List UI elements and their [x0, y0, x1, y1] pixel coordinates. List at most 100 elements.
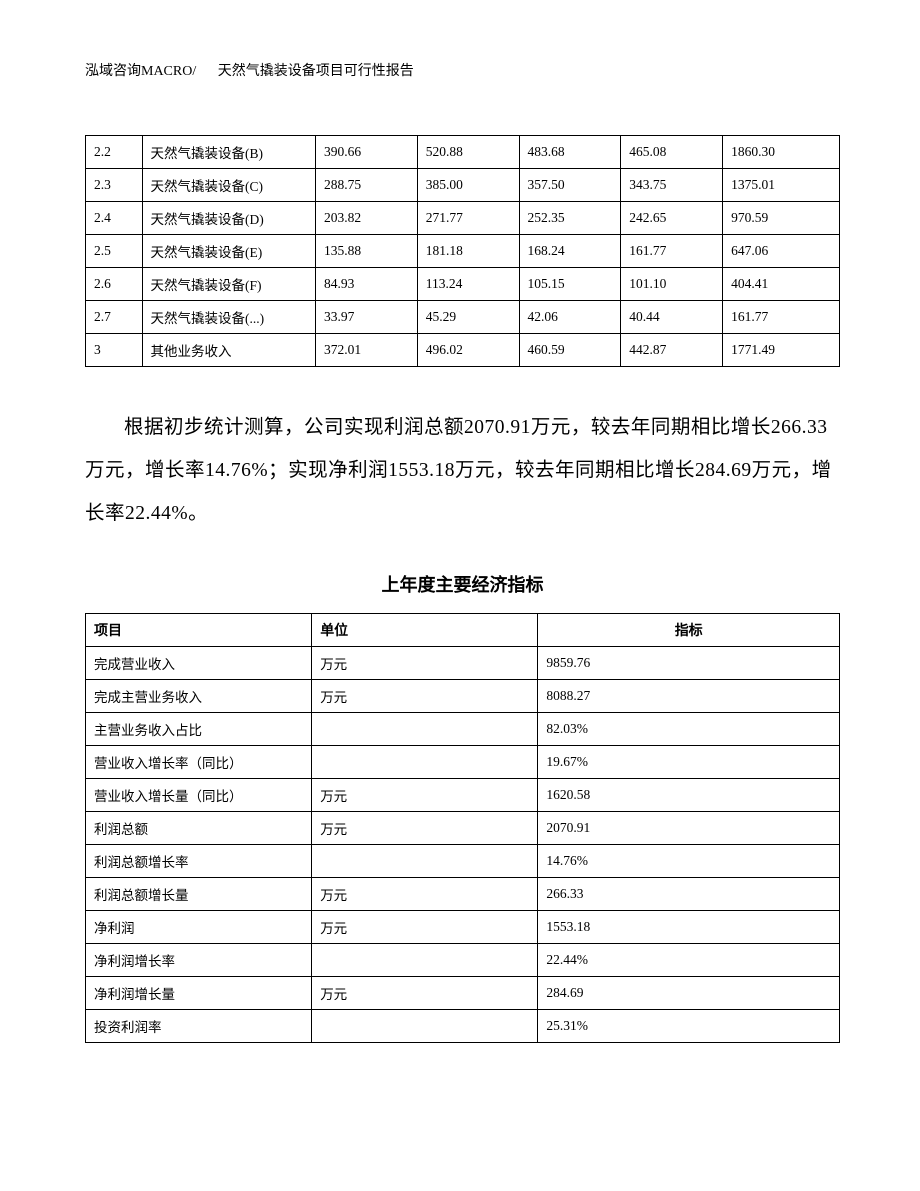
cell-value: 647.06: [723, 235, 840, 268]
cell-value: 19.67%: [538, 745, 840, 778]
col-header-item: 项目: [86, 613, 312, 646]
cell-unit: [312, 1009, 538, 1042]
cell-value: 8088.27: [538, 679, 840, 712]
cell-unit: [312, 943, 538, 976]
cell-unit: 万元: [312, 679, 538, 712]
cell-value: 460.59: [519, 334, 621, 367]
cell-value: 82.03%: [538, 712, 840, 745]
col-header-unit: 单位: [312, 613, 538, 646]
cell-item: 主营业务收入占比: [86, 712, 312, 745]
table-row: 利润总额 万元 2070.91: [86, 811, 840, 844]
table-row: 3 其他业务收入 372.01 496.02 460.59 442.87 177…: [86, 334, 840, 367]
cell-value: 113.24: [417, 268, 519, 301]
cell-item: 利润总额增长量: [86, 877, 312, 910]
cell-item: 天然气撬装设备(B): [142, 136, 315, 169]
table-row: 利润总额增长率 14.76%: [86, 844, 840, 877]
economic-indicators-table: 项目 单位 指标 完成营业收入 万元 9859.76 完成主营业务收入 万元 8…: [85, 613, 840, 1043]
cell-unit: [312, 745, 538, 778]
cell-value: 9859.76: [538, 646, 840, 679]
equipment-revenue-table: 2.2 天然气撬装设备(B) 390.66 520.88 483.68 465.…: [85, 135, 840, 367]
cell-index: 3: [86, 334, 143, 367]
cell-value: 22.44%: [538, 943, 840, 976]
cell-index: 2.4: [86, 202, 143, 235]
cell-unit: 万元: [312, 910, 538, 943]
cell-unit: 万元: [312, 646, 538, 679]
cell-value: 483.68: [519, 136, 621, 169]
table2-body: 完成营业收入 万元 9859.76 完成主营业务收入 万元 8088.27 主营…: [86, 646, 840, 1042]
table-row: 投资利润率 25.31%: [86, 1009, 840, 1042]
cell-item: 净利润增长率: [86, 943, 312, 976]
table-row: 主营业务收入占比 82.03%: [86, 712, 840, 745]
cell-unit: [312, 712, 538, 745]
cell-value: 271.77: [417, 202, 519, 235]
cell-item: 营业收入增长率（同比）: [86, 745, 312, 778]
cell-index: 2.2: [86, 136, 143, 169]
cell-index: 2.5: [86, 235, 143, 268]
cell-value: 1375.01: [723, 169, 840, 202]
cell-index: 2.3: [86, 169, 143, 202]
summary-paragraph: 根据初步统计测算，公司实现利润总额2070.91万元，较去年同期相比增长266.…: [85, 407, 840, 536]
cell-value: 168.24: [519, 235, 621, 268]
cell-value: 161.77: [723, 301, 840, 334]
cell-item: 天然气撬装设备(C): [142, 169, 315, 202]
table-row: 2.5 天然气撬装设备(E) 135.88 181.18 168.24 161.…: [86, 235, 840, 268]
cell-value: 2070.91: [538, 811, 840, 844]
cell-unit: 万元: [312, 811, 538, 844]
cell-unit: 万元: [312, 976, 538, 1009]
cell-value: 42.06: [519, 301, 621, 334]
cell-value: 372.01: [315, 334, 417, 367]
cell-value: 84.93: [315, 268, 417, 301]
cell-item: 天然气撬装设备(F): [142, 268, 315, 301]
table-row: 2.6 天然气撬装设备(F) 84.93 113.24 105.15 101.1…: [86, 268, 840, 301]
cell-value: 45.29: [417, 301, 519, 334]
cell-value: 357.50: [519, 169, 621, 202]
page-header: 泓域咨询MACRO/ 天然气撬装设备项目可行性报告: [85, 60, 840, 80]
cell-value: 390.66: [315, 136, 417, 169]
cell-item: 天然气撬装设备(D): [142, 202, 315, 235]
table-header-row: 项目 单位 指标: [86, 613, 840, 646]
table-row: 利润总额增长量 万元 266.33: [86, 877, 840, 910]
cell-value: 1553.18: [538, 910, 840, 943]
cell-item: 天然气撬装设备(...): [142, 301, 315, 334]
cell-value: 101.10: [621, 268, 723, 301]
document-page: 泓域咨询MACRO/ 天然气撬装设备项目可行性报告 2.2 天然气撬装设备(B)…: [0, 0, 920, 1103]
cell-value: 496.02: [417, 334, 519, 367]
cell-item: 利润总额增长率: [86, 844, 312, 877]
cell-value: 135.88: [315, 235, 417, 268]
cell-value: 1860.30: [723, 136, 840, 169]
cell-value: 40.44: [621, 301, 723, 334]
cell-value: 161.77: [621, 235, 723, 268]
cell-value: 520.88: [417, 136, 519, 169]
cell-value: 343.75: [621, 169, 723, 202]
cell-item: 营业收入增长量（同比）: [86, 778, 312, 811]
cell-value: 442.87: [621, 334, 723, 367]
table-row: 完成营业收入 万元 9859.76: [86, 646, 840, 679]
col-header-indicator: 指标: [538, 613, 840, 646]
cell-item: 完成营业收入: [86, 646, 312, 679]
cell-value: 1620.58: [538, 778, 840, 811]
header-company: 泓域咨询MACRO/: [85, 64, 196, 79]
cell-value: 385.00: [417, 169, 519, 202]
cell-unit: 万元: [312, 877, 538, 910]
table1-body: 2.2 天然气撬装设备(B) 390.66 520.88 483.68 465.…: [86, 136, 840, 367]
cell-value: 25.31%: [538, 1009, 840, 1042]
cell-value: 465.08: [621, 136, 723, 169]
cell-item: 完成主营业务收入: [86, 679, 312, 712]
cell-item: 净利润: [86, 910, 312, 943]
table-row: 营业收入增长率（同比） 19.67%: [86, 745, 840, 778]
cell-unit: 万元: [312, 778, 538, 811]
table-row: 营业收入增长量（同比） 万元 1620.58: [86, 778, 840, 811]
table-row: 净利润增长率 22.44%: [86, 943, 840, 976]
table-row: 2.4 天然气撬装设备(D) 203.82 271.77 252.35 242.…: [86, 202, 840, 235]
cell-value: 970.59: [723, 202, 840, 235]
cell-item: 利润总额: [86, 811, 312, 844]
cell-value: 242.65: [621, 202, 723, 235]
table-row: 净利润 万元 1553.18: [86, 910, 840, 943]
cell-value: 404.41: [723, 268, 840, 301]
cell-value: 1771.49: [723, 334, 840, 367]
cell-item: 投资利润率: [86, 1009, 312, 1042]
cell-item: 净利润增长量: [86, 976, 312, 1009]
table-row: 2.2 天然气撬装设备(B) 390.66 520.88 483.68 465.…: [86, 136, 840, 169]
cell-value: 14.76%: [538, 844, 840, 877]
table2-title: 上年度主要经济指标: [85, 571, 840, 597]
